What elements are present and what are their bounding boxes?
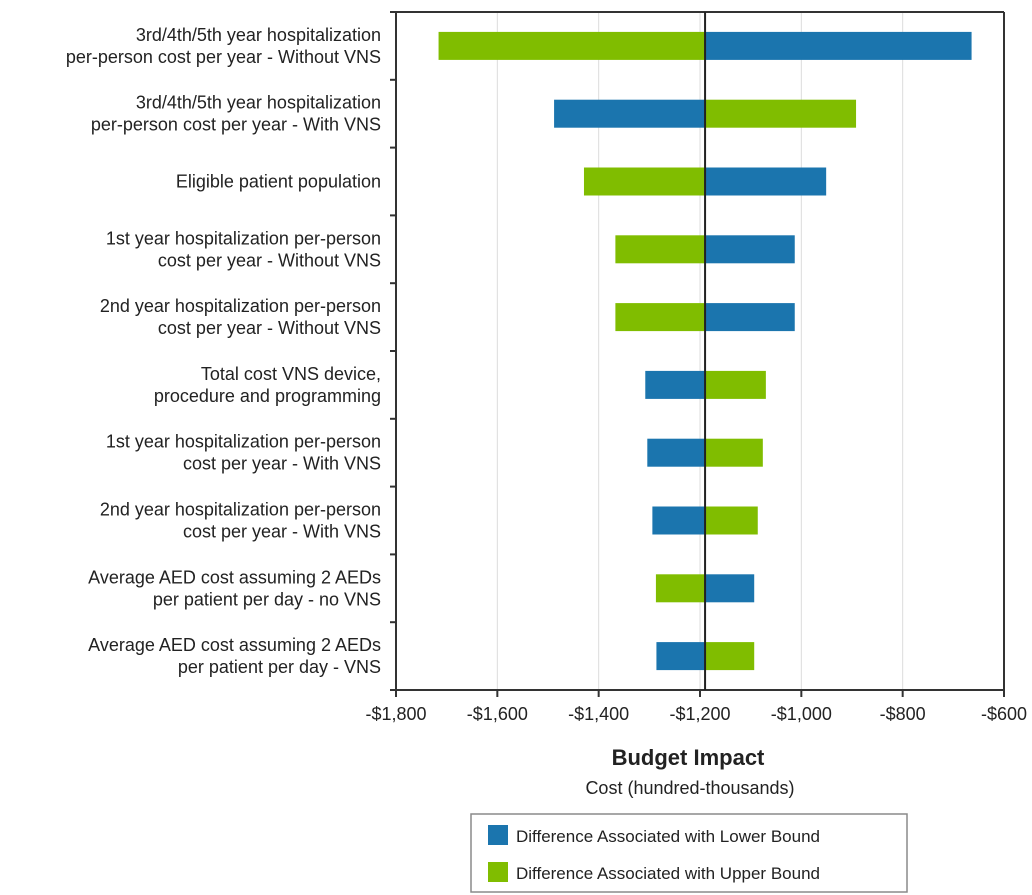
- legend-label-upper: Difference Associated with Upper Bound: [516, 864, 820, 883]
- category-label-line: cost per year - Without VNS: [158, 318, 381, 338]
- category-label: Average AED cost assuming 2 AEDs per pati…: [88, 635, 381, 677]
- category-label-line: per-person cost per year - Without VNS: [66, 47, 381, 67]
- category-label-line: 3rd/4th/5th year hospitalization: [136, 25, 381, 45]
- bar-upper-bound: [705, 438, 763, 467]
- category-label: Total cost VNS device, procedure and prog…: [154, 364, 381, 406]
- bar-upper-bound: [438, 31, 706, 60]
- x-tick-label: -$1,200: [669, 704, 730, 724]
- category-label-line: Total cost VNS device,: [201, 364, 381, 384]
- bar-lower-bound: [656, 642, 706, 671]
- category-label: Eligible patient population: [176, 172, 381, 192]
- category-label: 1st year hospitalization per-person cost …: [106, 228, 381, 270]
- legend-box: [470, 813, 908, 893]
- category-label-line: Average AED cost assuming 2 AEDs: [88, 635, 381, 655]
- bar-lower-bound: [652, 506, 706, 535]
- bar-upper-bound: [583, 167, 706, 196]
- bar-lower-bound: [705, 167, 827, 196]
- legend-swatch-upper: [488, 862, 508, 882]
- x-tick-label: -$600: [981, 704, 1027, 724]
- x-tick-label: -$1,000: [771, 704, 832, 724]
- bar-lower-bound: [554, 99, 706, 128]
- category-label-line: 1st year hospitalization per-person: [106, 432, 381, 452]
- legend-label-lower: Difference Associated with Lower Bound: [516, 827, 820, 846]
- bar-lower-bound: [705, 235, 795, 264]
- category-label-line: cost per year - Without VNS: [158, 250, 381, 270]
- bar-upper-bound: [615, 235, 706, 264]
- category-label-line: per patient per day - VNS: [178, 657, 381, 677]
- category-label-line: 2nd year hospitalization per-person: [100, 296, 381, 316]
- bar-upper-bound: [705, 642, 755, 671]
- bar-upper-bound: [615, 303, 706, 332]
- category-label-line: per-person cost per year - With VNS: [91, 115, 381, 135]
- category-label: 2nd year hospitalization per-person cost …: [100, 296, 381, 338]
- category-label: 1st year hospitalization per-person cost …: [106, 432, 381, 474]
- legend: Difference Associated with Lower Bound D…: [470, 813, 908, 893]
- category-label: 3rd/4th/5th year hospitalization per-pers…: [91, 93, 381, 135]
- category-label-line: 3rd/4th/5th year hospitalization: [136, 93, 381, 113]
- x-tick-label: -$1,400: [568, 704, 629, 724]
- category-label-line: procedure and programming: [154, 386, 381, 406]
- x-tick-labels: -$1,800 -$1,600 -$1,400 -$1,200 -$1,000 -$800…: [365, 704, 1027, 724]
- axes: [390, 11, 1005, 697]
- bar-lower-bound: [705, 574, 755, 603]
- category-label-line: per patient per day - no VNS: [153, 589, 381, 609]
- x-tick-label: -$800: [880, 704, 926, 724]
- bar-lower-bound: [645, 370, 706, 399]
- bar-lower-bound: [705, 31, 972, 60]
- bar-upper-bound: [705, 370, 766, 399]
- x-axis-subtitle: Cost (hundred-thousands): [585, 778, 794, 798]
- bar-upper-bound: [705, 99, 857, 128]
- bar-lower-bound: [647, 438, 706, 467]
- legend-swatch-lower: [488, 825, 508, 845]
- x-tick-label: -$1,600: [467, 704, 528, 724]
- bar-upper-bound: [655, 574, 706, 603]
- category-label-line: 1st year hospitalization per-person: [106, 228, 381, 248]
- category-label-line: cost per year - With VNS: [183, 522, 381, 542]
- category-label-line: Eligible patient population: [176, 172, 381, 192]
- x-axis-title: Budget Impact: [612, 745, 765, 770]
- category-label: Average AED cost assuming 2 AEDs per pati…: [88, 567, 381, 609]
- bars: [438, 31, 972, 671]
- category-label-line: Average AED cost assuming 2 AEDs: [88, 567, 381, 587]
- category-labels: 3rd/4th/5th year hospitalization per-pers…: [66, 25, 381, 677]
- bar-upper-bound: [705, 506, 758, 535]
- category-label: 3rd/4th/5th year hospitalization per-pers…: [66, 25, 381, 67]
- category-label-line: 2nd year hospitalization per-person: [100, 500, 381, 520]
- bar-lower-bound: [705, 303, 795, 332]
- category-label-line: cost per year - With VNS: [183, 454, 381, 474]
- category-label: 2nd year hospitalization per-person cost …: [100, 500, 381, 542]
- x-tick-label: -$1,800: [365, 704, 426, 724]
